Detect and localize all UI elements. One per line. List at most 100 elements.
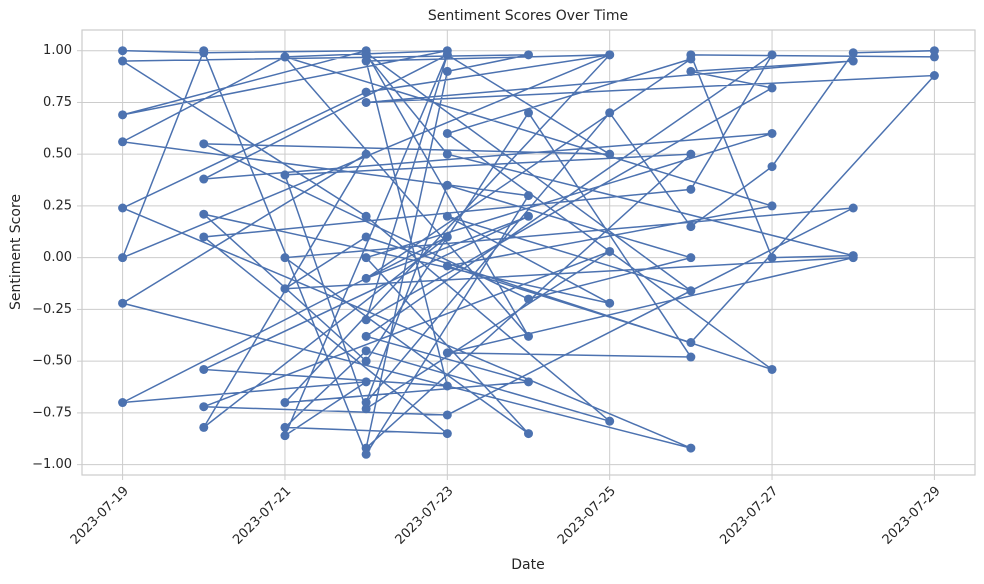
- point: [686, 443, 696, 453]
- point: [361, 331, 371, 341]
- point: [686, 50, 696, 60]
- point: [524, 211, 533, 221]
- point: [361, 273, 371, 283]
- point: [199, 139, 209, 149]
- point: [280, 253, 290, 263]
- point: [848, 56, 858, 66]
- y-tick-label: 0.25: [43, 198, 72, 213]
- point: [361, 211, 371, 221]
- point: [361, 346, 371, 356]
- point: [767, 201, 777, 211]
- x-tick-label: 2023-07-19: [68, 484, 132, 548]
- point: [361, 449, 371, 459]
- point: [605, 50, 615, 60]
- point: [848, 203, 858, 213]
- point: [848, 48, 858, 58]
- point: [442, 232, 452, 242]
- point: [118, 56, 128, 66]
- point: [118, 298, 128, 308]
- point: [361, 253, 371, 263]
- point: [524, 377, 533, 387]
- point: [605, 246, 615, 256]
- point: [361, 56, 371, 66]
- point: [280, 52, 290, 62]
- point: [280, 398, 290, 408]
- point: [199, 209, 209, 219]
- point: [605, 108, 615, 118]
- point: [442, 211, 452, 221]
- point: [767, 162, 777, 172]
- point: [442, 410, 452, 420]
- point: [605, 298, 615, 308]
- point: [442, 66, 452, 76]
- point: [442, 348, 452, 358]
- point: [361, 50, 371, 60]
- point: [442, 429, 452, 439]
- point: [767, 253, 777, 263]
- point: [686, 286, 696, 296]
- point: [199, 402, 209, 412]
- point: [524, 108, 533, 118]
- point: [524, 331, 533, 341]
- point: [199, 232, 209, 242]
- point: [118, 253, 128, 263]
- point: [686, 149, 696, 159]
- point: [929, 46, 939, 56]
- point: [686, 222, 696, 232]
- point: [199, 364, 209, 374]
- y-tick-label: −1.00: [32, 457, 72, 472]
- point: [524, 294, 533, 304]
- point: [605, 416, 615, 426]
- point: [686, 338, 696, 348]
- point: [280, 284, 290, 294]
- y-axis-label: Sentiment Score: [8, 194, 24, 310]
- point: [361, 87, 371, 97]
- point: [524, 50, 533, 60]
- point: [199, 46, 209, 56]
- point: [118, 46, 128, 56]
- x-tick-label: 2023-07-25: [555, 484, 619, 548]
- chart-title: Sentiment Scores Over Time: [428, 8, 628, 24]
- point: [361, 232, 371, 242]
- point: [442, 50, 452, 60]
- point: [442, 149, 452, 159]
- point: [118, 203, 128, 213]
- point: [280, 422, 290, 432]
- x-tick-label: 2023-07-29: [880, 484, 944, 548]
- point: [442, 180, 452, 190]
- point: [686, 253, 696, 263]
- point: [361, 356, 371, 366]
- point: [442, 381, 452, 391]
- y-tick-label: −0.75: [32, 405, 72, 420]
- point: [118, 137, 128, 147]
- x-axis-label: Date: [511, 557, 544, 573]
- y-tick-label: −0.25: [32, 302, 72, 317]
- plot-frame: [81, 29, 976, 476]
- y-tick-label: 0.00: [43, 250, 72, 265]
- point: [767, 128, 777, 138]
- point: [361, 315, 371, 325]
- point: [686, 352, 696, 362]
- point: [361, 97, 371, 107]
- point: [280, 170, 290, 180]
- point: [686, 66, 696, 76]
- y-tick-label: 0.50: [43, 147, 72, 162]
- point: [361, 404, 371, 414]
- point: [361, 443, 371, 453]
- x-tick-label: 2023-07-23: [393, 484, 457, 548]
- point: [442, 261, 452, 271]
- point: [199, 422, 209, 432]
- point: [280, 431, 290, 441]
- point: [767, 83, 777, 93]
- x-tick-label: 2023-07-21: [230, 484, 294, 548]
- point: [929, 71, 939, 81]
- point: [199, 174, 209, 184]
- point: [767, 50, 777, 60]
- point: [361, 398, 371, 408]
- point: [686, 184, 696, 194]
- point: [767, 364, 777, 374]
- y-tick-label: −0.50: [32, 354, 72, 369]
- y-tick-label: 0.75: [43, 95, 72, 110]
- point: [442, 128, 452, 138]
